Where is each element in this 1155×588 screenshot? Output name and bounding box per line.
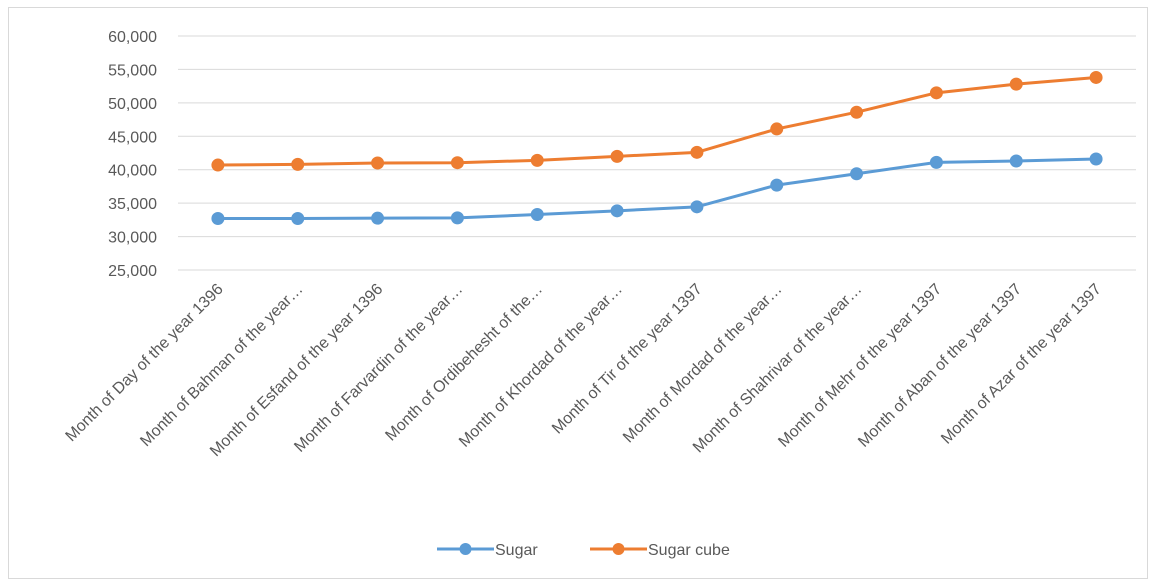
data-point <box>690 145 704 159</box>
gridlines <box>178 35 1136 271</box>
legend-marker <box>612 543 625 555</box>
data-point <box>770 178 784 192</box>
series-sugar <box>211 152 1103 226</box>
legend-item-sugar-cube: Sugar cube <box>590 542 730 559</box>
x-tick-label: Month of Khordad of the year… <box>456 281 626 451</box>
data-point <box>530 208 544 222</box>
series-sugar-cube <box>211 70 1103 172</box>
x-tick-label: Month of Shahrivar of the year… <box>690 281 866 457</box>
data-point <box>291 157 305 171</box>
data-point <box>291 212 305 226</box>
legend: Sugar Sugar cube <box>437 542 730 559</box>
y-tick-label: 40,000 <box>108 163 157 180</box>
legend-label: Sugar cube <box>648 542 730 559</box>
data-point <box>530 153 544 167</box>
data-point <box>929 155 943 169</box>
y-tick-label: 60,000 <box>108 29 157 46</box>
y-tick-label: 55,000 <box>108 62 157 79</box>
x-tick-label: Month of Azar of the year 1397 <box>938 281 1105 448</box>
data-point <box>211 158 225 172</box>
data-point <box>450 156 464 170</box>
chart-area <box>8 7 1148 579</box>
x-tick-label: Month of Ordibehesht of the… <box>382 281 546 445</box>
series-line <box>217 75 1097 167</box>
y-tick-label: 30,000 <box>108 230 157 247</box>
data-point <box>1089 152 1103 166</box>
x-tick-label: Month of Aban of the year 1397 <box>855 281 1025 451</box>
y-tick-label: 45,000 <box>108 129 157 146</box>
legend-label: Sugar <box>495 542 538 559</box>
x-tick-label: Month of Mordad of the year… <box>620 281 785 446</box>
x-tick-label: Month of Mehr of the year 1397 <box>775 281 945 451</box>
x-tick-label: Month of Farvardin of the year… <box>291 281 466 456</box>
data-point <box>929 86 943 100</box>
data-point <box>450 211 464 225</box>
data-point <box>371 211 385 225</box>
y-tick-label: 25,000 <box>108 263 157 280</box>
data-point <box>690 200 704 214</box>
data-point <box>1009 77 1023 91</box>
x-tick-label: Month of Esfand of the year 1396 <box>207 281 386 460</box>
data-point <box>1009 154 1023 168</box>
data-point <box>770 122 784 136</box>
y-tick-label: 35,000 <box>108 196 157 213</box>
x-tick-label: Month of Tir of the year 1397 <box>549 281 706 438</box>
data-point <box>371 156 385 170</box>
data-point <box>1089 70 1103 84</box>
legend-marker <box>459 543 472 555</box>
series-lines <box>211 70 1103 226</box>
data-point <box>610 204 624 218</box>
series-line <box>217 157 1097 221</box>
data-point <box>610 149 624 163</box>
y-tick-label: 50,000 <box>108 96 157 113</box>
x-tick-label: Month of Day of the year 1396 <box>63 281 227 445</box>
y-axis-ticks: 25,000 30,000 35,000 40,000 45,000 50,000 55,0… <box>108 29 157 280</box>
data-point <box>211 212 225 226</box>
x-tick-label: Month of Bahman of the year… <box>137 281 306 450</box>
legend-item-sugar: Sugar <box>437 542 538 559</box>
data-point <box>850 167 864 181</box>
data-point <box>850 105 864 119</box>
